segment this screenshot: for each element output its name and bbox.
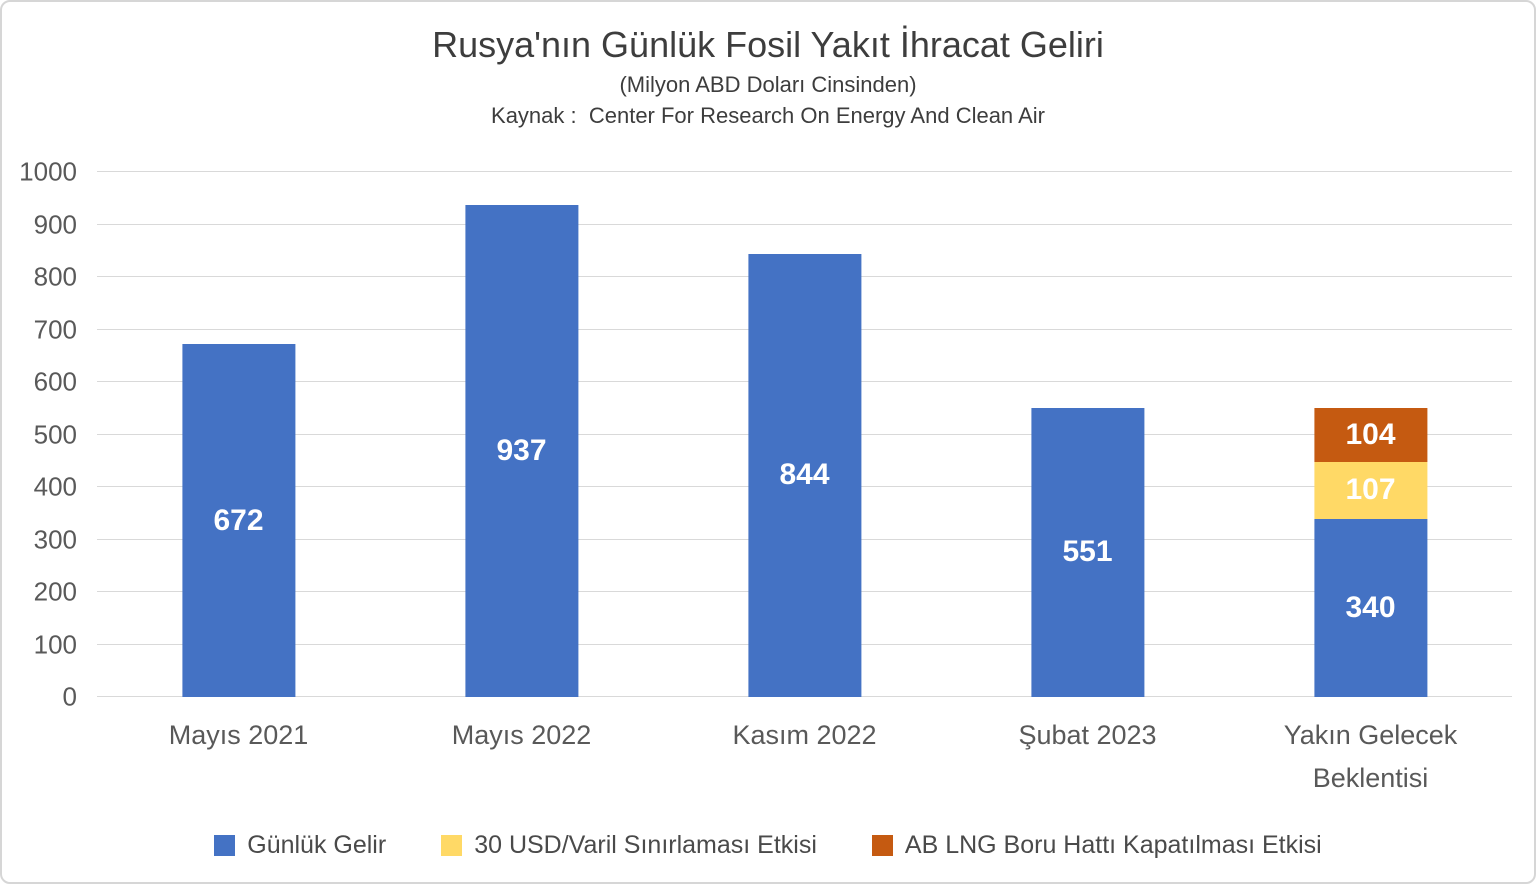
x-category-label: Yakın Gelecek Beklentisi	[1283, 720, 1458, 794]
legend-item: 30 USD/Varil Sınırlaması Etkisi	[441, 831, 817, 860]
bar-segment: 104	[1313, 407, 1428, 463]
bar-slot: 672	[97, 172, 380, 697]
bar-slot: 551	[946, 172, 1229, 697]
chart-title: Rusya'nın Günlük Fosil Yakıt İhracat Gel…	[432, 24, 1104, 65]
bar-slot: 937	[380, 172, 663, 697]
y-tick-label: 900	[33, 209, 77, 239]
y-tick-label: 400	[33, 471, 77, 502]
chart-header: Rusya'nın Günlük Fosil Yakıt İhracat Gel…	[2, 24, 1534, 129]
bar-segment: 844	[747, 253, 862, 697]
bar-value-label: 672	[213, 503, 264, 537]
bar-value-label: 551	[1062, 535, 1113, 569]
legend-item: Günlük Gelir	[214, 831, 386, 860]
legend-item: AB LNG Boru Hattı Kapatılması Etkisi	[871, 831, 1322, 860]
chart-source: Kaynak : Center For Research On Energy A…	[491, 103, 1045, 129]
x-category-label: Mayıs 2021	[168, 720, 309, 750]
bar-value-label: 937	[496, 434, 547, 468]
y-tick-label: 600	[33, 366, 77, 397]
bar-slot: 844	[663, 172, 946, 697]
legend-swatch-icon	[214, 835, 236, 856]
legend-label: AB LNG Boru Hattı Kapatılması Etkisi	[904, 831, 1322, 859]
bar-slot: 340 107 104	[1229, 172, 1512, 697]
y-tick-label: 800	[33, 261, 77, 292]
y-tick-label: 700	[33, 314, 77, 344]
bar-segment: 551	[1030, 407, 1145, 697]
plot-area: 672 937 844 551 340 107 104	[97, 171, 1512, 697]
y-tick-label: 200	[33, 576, 77, 607]
bar-value-label: 104	[1345, 418, 1396, 452]
legend: Günlük Gelir 30 USD/Varil Sınırlaması Etk…	[2, 831, 1534, 860]
gridline	[97, 171, 1512, 172]
bar-slots: 672 937 844 551 340 107 104	[97, 172, 1512, 697]
bar-segment: 107	[1313, 462, 1428, 519]
x-category-label: Şubat 2023	[1018, 720, 1157, 750]
legend-swatch-icon	[871, 835, 893, 856]
y-tick-label: 500	[33, 419, 77, 449]
bar-segment: 937	[464, 205, 579, 697]
legend-label: 30 USD/Varil Sınırlaması Etkisi	[474, 831, 817, 859]
bar-value-label: 340	[1345, 590, 1396, 624]
bar-value-label: 107	[1345, 473, 1396, 507]
y-axis: 0 100 200 300 400 500 600 700 800 900 1000	[2, 157, 77, 712]
x-category-label: Mayıs 2022	[451, 720, 592, 750]
bar-value-label: 844	[779, 458, 830, 492]
x-axis: Mayıs 2021 Mayıs 2022 Kasım 2022 Şubat 2023…	[97, 714, 1512, 800]
y-tick-label: 100	[33, 629, 77, 659]
legend-label: Günlük Gelir	[247, 831, 387, 859]
y-tick-label: 0	[62, 681, 77, 712]
chart-subtitle: (Milyon ABD Doları Cinsinden)	[619, 72, 917, 98]
gridline	[97, 223, 1512, 225]
x-category-label: Kasım 2022	[732, 720, 877, 750]
bar-segment: 672	[181, 344, 296, 697]
y-tick-label: 1000	[19, 156, 77, 187]
bar-segment: 340	[1313, 518, 1428, 697]
y-tick-label: 300	[33, 524, 77, 554]
legend-swatch-icon	[441, 835, 463, 856]
